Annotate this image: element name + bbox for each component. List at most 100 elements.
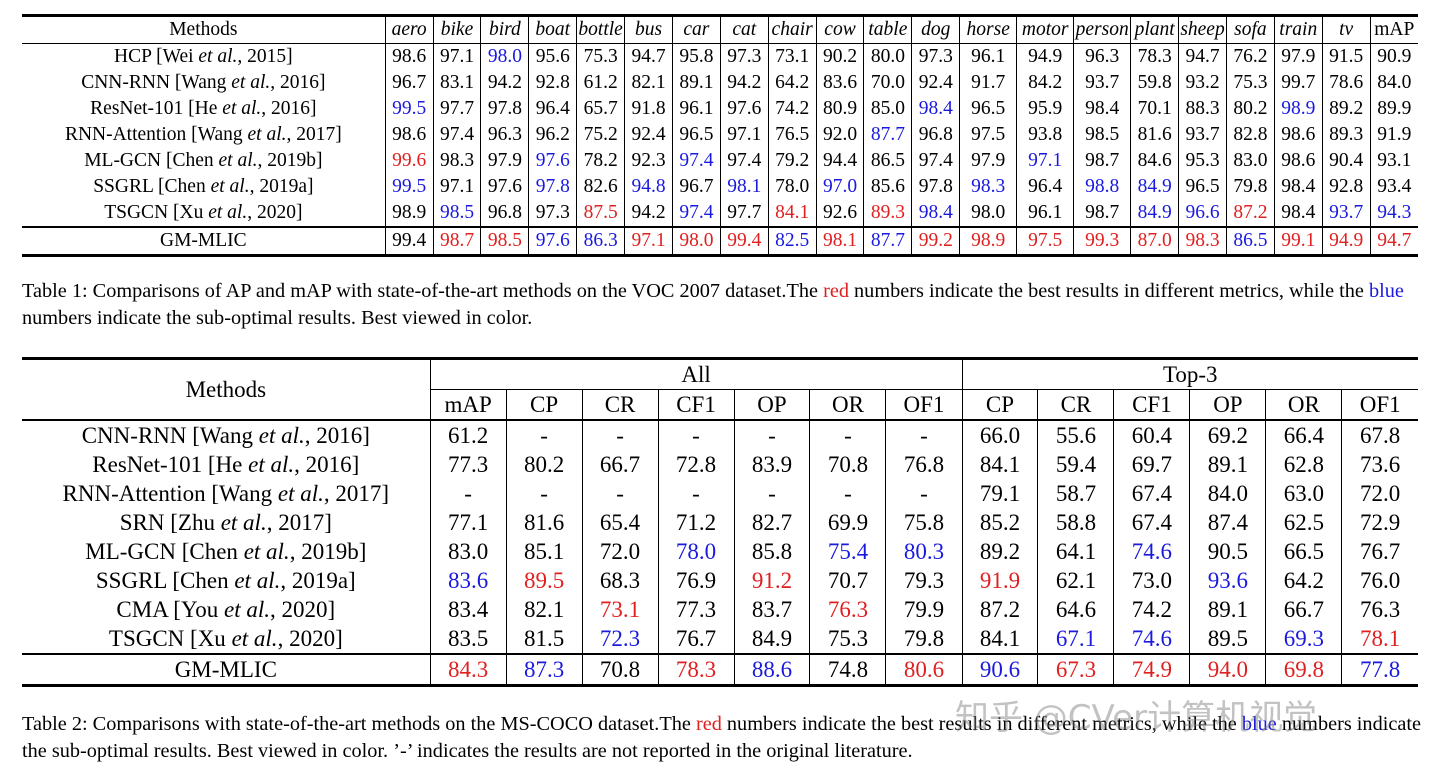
table-cell: 75.8 <box>885 508 963 537</box>
table-cell: 97.3 <box>720 43 769 70</box>
method-name: SSGRL [Chen et al., 2019a] <box>22 566 431 595</box>
table-cell: 70.1 <box>1130 96 1180 122</box>
table-cell: 85.8 <box>734 537 811 566</box>
table-cell: 98.1 <box>720 174 769 200</box>
table-cell: 94.2 <box>720 70 769 96</box>
table-row: ML-GCN [Chen et al., 2019b] 83.0 85.1 72.0 7… <box>22 537 1418 566</box>
table-cell: 97.7 <box>433 96 482 122</box>
method-name: CNN-RNN [Wang et al., 2016] <box>22 419 431 450</box>
table-cell: 61.2 <box>430 419 507 450</box>
table-cell: 72.9 <box>1360 510 1401 535</box>
table-cell: 94.7 <box>1178 43 1227 70</box>
table-cell: 80.2 <box>1226 96 1275 122</box>
table-cell: 60.4 <box>1113 419 1191 450</box>
table-cell: 89.2 <box>1322 96 1371 122</box>
column-header-boat: boat <box>528 15 578 44</box>
table-cell: 64.2 <box>1265 566 1343 595</box>
table-cell: 82.1 <box>624 70 673 96</box>
table-cell: 89.5 <box>506 566 583 595</box>
table-cell: 58.7 <box>1037 479 1115 508</box>
table-cell: 78.2 <box>576 148 626 174</box>
column-header-motor: motor <box>1016 15 1075 44</box>
table-cell: 67.4 <box>1113 508 1191 537</box>
table-cell: 91.2 <box>734 566 811 595</box>
table-cell: 87.2 <box>962 595 1039 624</box>
table-row: ML-GCN [Chen et al., 2019b] 99.6 98.3 97.9 9… <box>22 148 1418 174</box>
method-name: RNN-Attention [Wang et al., 2017] <box>22 122 386 148</box>
table-cell: 98.0 <box>480 43 530 70</box>
table-cell: 90.4 <box>1322 148 1371 174</box>
table-cell: 92.8 <box>1322 174 1371 200</box>
table-cell: 97.8 <box>911 174 961 200</box>
table-cell: 74.6 <box>1113 624 1191 654</box>
method-name: TSGCN [Xu et al., 2020] <box>22 200 386 227</box>
table-cell: 97.4 <box>433 122 482 148</box>
table-cell: 66.7 <box>1265 595 1343 624</box>
column-header-aero: aero <box>385 15 434 44</box>
table-cell: 99.4 <box>385 226 434 256</box>
table-cell: 84.0 <box>1189 479 1267 508</box>
table-cell: 69.7 <box>1113 450 1191 479</box>
table-cell: 94.2 <box>480 70 530 96</box>
table-cell: 79.2 <box>768 148 817 174</box>
table-cell: 91.8 <box>624 96 673 122</box>
table-cell: 89.5 <box>1189 624 1267 654</box>
table-cell: 79.1 <box>962 479 1039 508</box>
table-cell: 97.3 <box>528 200 578 227</box>
table-cell: 96.3 <box>480 122 530 148</box>
table-cell: 97.4 <box>911 148 961 174</box>
table-cell: 61.2 <box>576 70 626 96</box>
table-cell: 96.7 <box>672 174 721 200</box>
table-cell: 96.4 <box>528 96 578 122</box>
table-cell: 88.6 <box>734 653 811 686</box>
column-header-top3-cf1: CF1 <box>1113 389 1191 421</box>
table-cell: 94.3 <box>1377 202 1412 223</box>
table-cell: 82.1 <box>506 595 583 624</box>
table-cell: 74.2 <box>768 96 817 122</box>
table-cell: 84.0 <box>1377 72 1412 93</box>
table-cell: 76.3 <box>809 595 887 624</box>
column-header-sheep: sheep <box>1178 15 1227 44</box>
table-cell: 65.4 <box>582 508 659 537</box>
table-cell: 74.2 <box>1113 595 1191 624</box>
table-cell: 72.3 <box>582 624 659 654</box>
table-cell: 83.1 <box>433 70 482 96</box>
table-cell: 98.6 <box>385 122 434 148</box>
top3-group-header: Top-3 <box>962 358 1418 390</box>
table-cell: 92.6 <box>816 200 865 227</box>
table-cell: 65.7 <box>576 96 626 122</box>
column-header-all-op: OP <box>734 389 811 421</box>
column-header-bus: bus <box>624 15 673 44</box>
table-cell: 98.6 <box>385 43 434 70</box>
methods-column-header: Methods <box>22 15 386 44</box>
table-cell: 90.6 <box>962 653 1039 686</box>
table-cell: 97.8 <box>480 96 530 122</box>
table-cell: 97.0 <box>816 174 865 200</box>
table-cell: 73.6 <box>1360 452 1401 477</box>
column-header-table: table <box>863 15 913 44</box>
table-cell: 66.4 <box>1265 419 1343 450</box>
table-cell: 69.3 <box>1265 624 1343 654</box>
table1-caption: Table 1: Comparisons of AP and mAP with … <box>22 280 1404 329</box>
table-cell: 96.5 <box>1178 174 1227 200</box>
table-cell: 98.4 <box>911 200 961 227</box>
table-row: TSGCN [Xu et al., 2020] 83.5 81.5 72.3 76.7 8… <box>22 624 1418 654</box>
table-cell: 98.5 <box>480 226 530 256</box>
table-row: TSGCN [Xu et al., 2020] 98.9 98.5 96.8 97.3 8… <box>22 200 1418 227</box>
column-header-tv: tv <box>1322 15 1371 44</box>
column-header-bottle: bottle <box>576 15 626 44</box>
table-cell: 86.5 <box>863 148 913 174</box>
table-cell: 90.5 <box>1189 537 1267 566</box>
table-cell: 98.6 <box>1274 148 1323 174</box>
table-cell: 98.7 <box>1073 200 1132 227</box>
table-cell: 89.2 <box>962 537 1039 566</box>
table-row: GM-MLIC 99.4 98.7 98.5 97.6 86.3 97.1 98.0 99.4 8… <box>22 226 1418 256</box>
table-cell: 64.6 <box>1037 595 1115 624</box>
table-cell: 97.8 <box>528 174 578 200</box>
table-cell: 85.6 <box>863 174 913 200</box>
table-cell: 70.8 <box>809 450 887 479</box>
table-cell: 59.8 <box>1130 70 1180 96</box>
table-cell: 93.4 <box>1377 176 1412 197</box>
table-cell: 81.6 <box>506 508 583 537</box>
table-cell: 89.3 <box>1322 122 1371 148</box>
